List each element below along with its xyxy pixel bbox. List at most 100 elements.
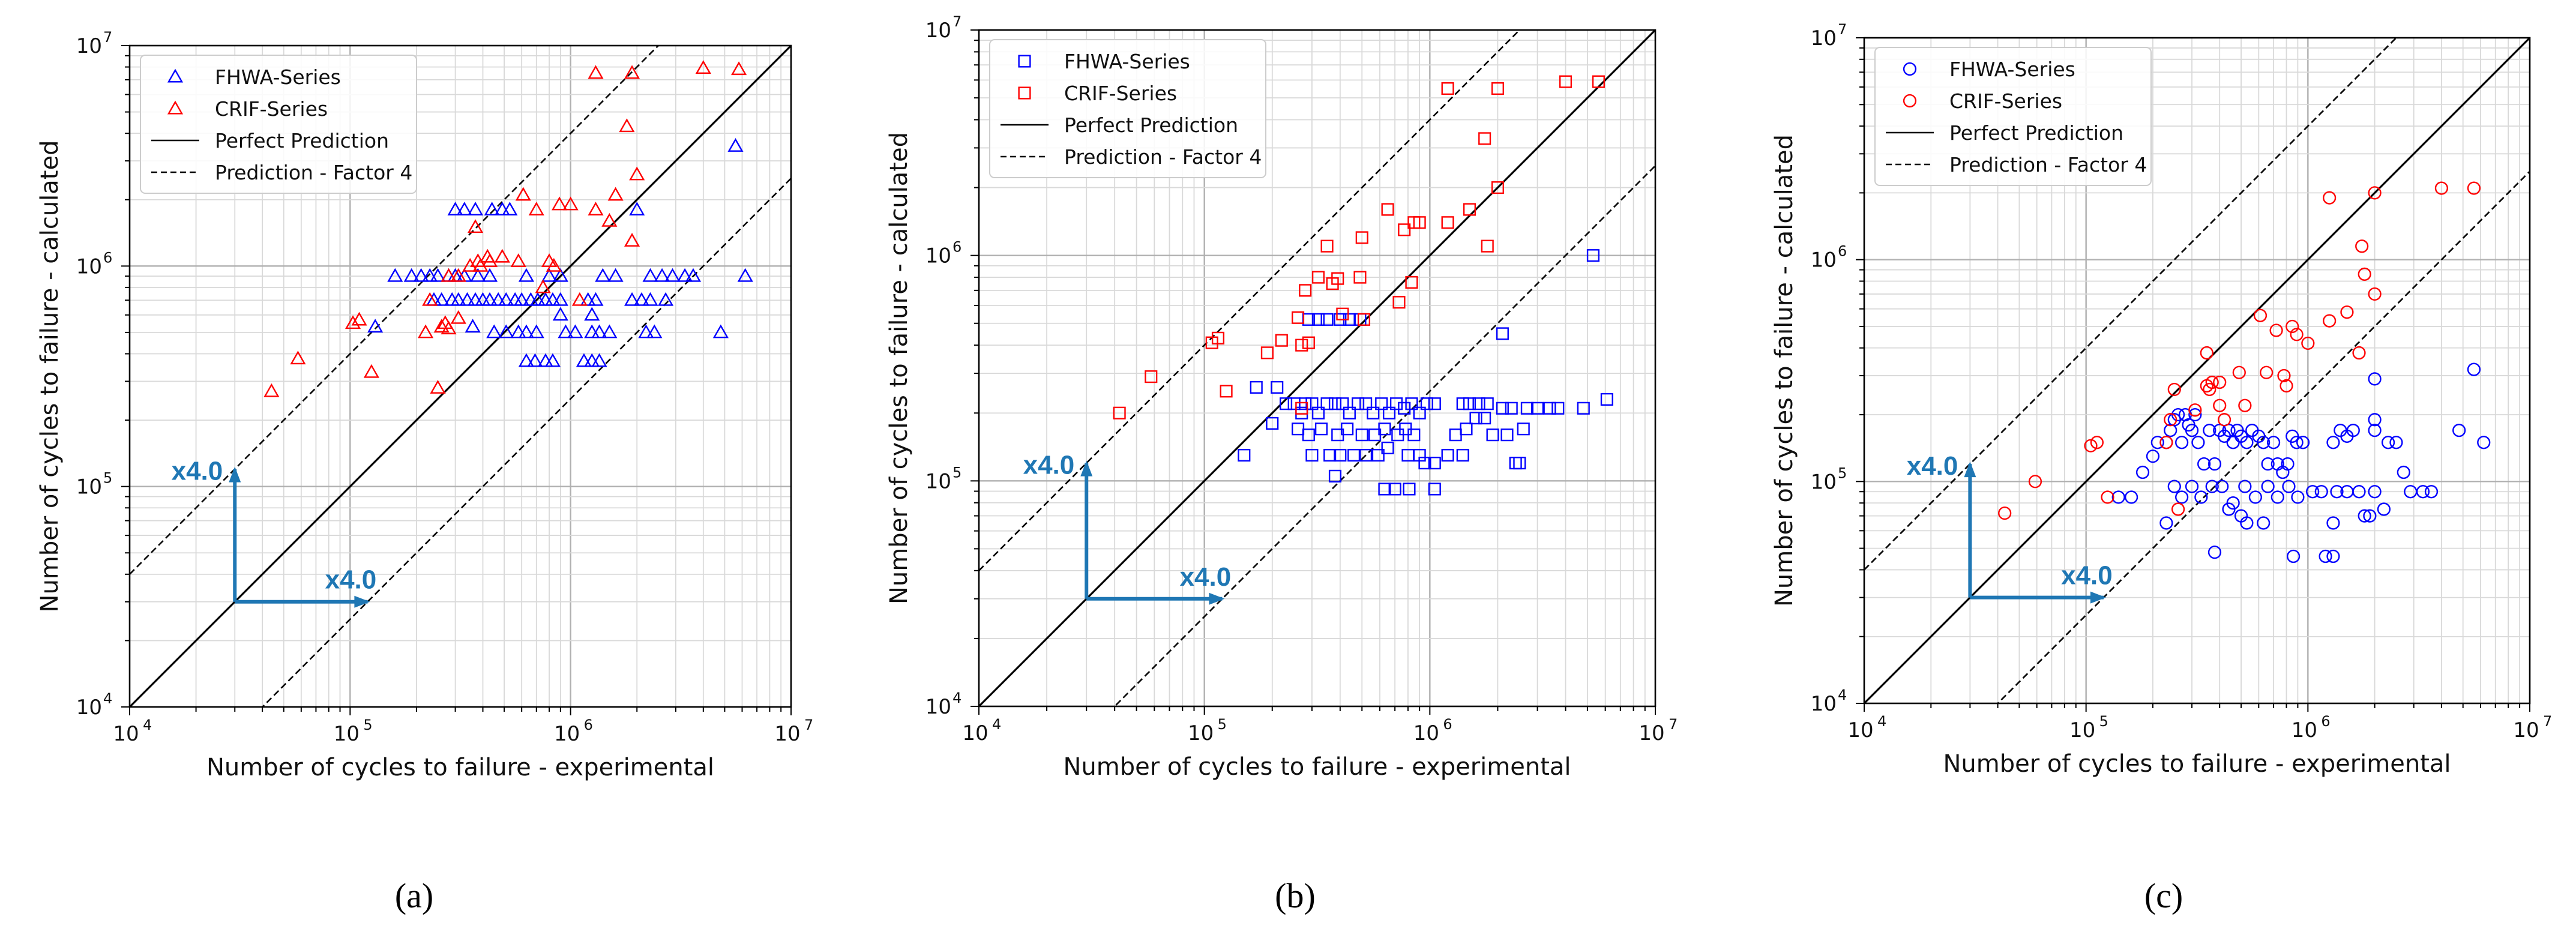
fhwa-point	[2238, 480, 2252, 493]
fhwa-point	[624, 292, 640, 306]
crif-point	[601, 212, 618, 227]
fhwa-point	[2215, 480, 2229, 493]
y-tick-label: 10	[76, 475, 102, 499]
x-axis-label: Number of cycles to failure - experiment…	[206, 754, 714, 781]
fhwa-point	[2111, 490, 2125, 504]
fhwa-point	[2296, 436, 2310, 449]
fhwa-point	[2159, 516, 2173, 530]
x-tick-label: 10	[2069, 718, 2095, 742]
fhwa-point	[367, 319, 384, 333]
y-tick-label: 10	[1811, 692, 1837, 716]
crif-point	[1320, 239, 1334, 253]
legend-label: FHWA-Series	[1949, 58, 2075, 81]
fhwa-point	[1328, 469, 1342, 483]
fhwa-point	[1509, 457, 1522, 470]
fhwa-point	[465, 319, 481, 333]
factor4-line	[1113, 165, 1655, 706]
fhwa-point	[2261, 457, 2275, 471]
x4-arrow-vertical: x4.0	[172, 457, 241, 602]
crif-point	[2253, 308, 2268, 322]
fhwa-point	[1352, 397, 1365, 410]
crif-point	[1491, 181, 1504, 194]
fhwa-point	[1280, 397, 1293, 410]
crif-point	[494, 248, 510, 263]
fhwa-point	[2381, 436, 2395, 449]
fhwa-point	[544, 353, 561, 367]
fhwa-point	[1517, 422, 1530, 436]
fhwa-point	[2326, 549, 2340, 564]
crif-point	[1355, 231, 1368, 244]
fhwa-point	[642, 292, 658, 306]
fhwa-point	[2368, 413, 2382, 427]
crif-point	[2164, 413, 2177, 427]
fhwa-point	[2248, 490, 2262, 504]
y-tick-label: 10	[925, 469, 951, 493]
fhwa-point	[1418, 457, 1431, 470]
fhwa-point	[2358, 509, 2371, 523]
y-tick-exponent: 5	[952, 464, 961, 481]
fhwa-point	[2377, 502, 2391, 516]
legend-label: CRIF-Series	[1949, 89, 2062, 113]
crif-point	[2355, 239, 2369, 253]
fhwa-point	[1305, 448, 1319, 462]
fhwa-point	[2352, 485, 2366, 499]
fhwa-point	[1292, 422, 1305, 436]
fhwa-point	[664, 268, 681, 282]
fhwa-point	[2203, 424, 2216, 437]
arrow-head	[1964, 461, 1976, 478]
fhwa-point	[2291, 490, 2305, 504]
fhwa-point	[1428, 457, 1441, 470]
fhwa-point	[518, 353, 535, 367]
crif-point	[1336, 307, 1349, 320]
fhwa-point	[2281, 457, 2295, 471]
fhwa-point	[2477, 436, 2491, 449]
fhwa-point	[1463, 397, 1476, 410]
plot-area	[1864, 38, 2530, 703]
fhwa-point	[646, 324, 663, 338]
fhwa-point	[481, 292, 498, 306]
fhwa-point	[2185, 424, 2199, 437]
fhwa-point	[467, 202, 484, 216]
fhwa-point	[1577, 401, 1590, 415]
fhwa-point	[502, 202, 518, 216]
crif-point	[1481, 239, 1494, 253]
fhwa-point	[1382, 406, 1396, 419]
crif-point	[588, 65, 604, 79]
crif-point	[515, 187, 531, 201]
fhwa-point	[498, 292, 514, 306]
fhwa-point	[1600, 392, 1613, 406]
crif-point	[2323, 314, 2337, 328]
plot-frame	[128, 44, 792, 708]
fhwa-point	[529, 292, 546, 306]
fhwa-point	[1500, 428, 1514, 442]
fhwa-point	[2146, 449, 2160, 463]
crif-point	[2188, 403, 2202, 417]
fhwa-point	[2125, 490, 2138, 504]
y-tick-exponent: 7	[952, 13, 961, 30]
arrow-head	[1080, 460, 1093, 477]
fhwa-point	[1420, 397, 1433, 410]
panel-label: (b)	[1275, 876, 1316, 915]
y-tick-label: 10	[1811, 470, 1837, 494]
legend: FHWA-Series CRIF-Series Perfect Prediction…	[1874, 47, 2152, 186]
crif-point	[422, 292, 438, 306]
y-tick-label: 10	[1811, 248, 1837, 272]
crif-point	[1302, 336, 1315, 349]
fhwa-point	[1299, 397, 1312, 410]
fhwa-point	[2234, 509, 2248, 523]
fhwa-point	[2368, 372, 2382, 386]
fhwa-point	[654, 268, 670, 282]
crif-point	[441, 320, 457, 335]
fhwa-point	[2205, 480, 2219, 493]
plot-frame	[978, 29, 1657, 708]
fhwa-point	[523, 292, 539, 306]
fhwa-point	[433, 292, 450, 306]
crif-point	[2200, 379, 2213, 392]
fhwa-point	[633, 292, 650, 306]
x-axis-label: Number of cycles to failure - experiment…	[1943, 750, 2451, 778]
fhwa-point	[2319, 549, 2332, 564]
arrow-head	[354, 595, 370, 608]
arrow-head	[229, 466, 241, 483]
